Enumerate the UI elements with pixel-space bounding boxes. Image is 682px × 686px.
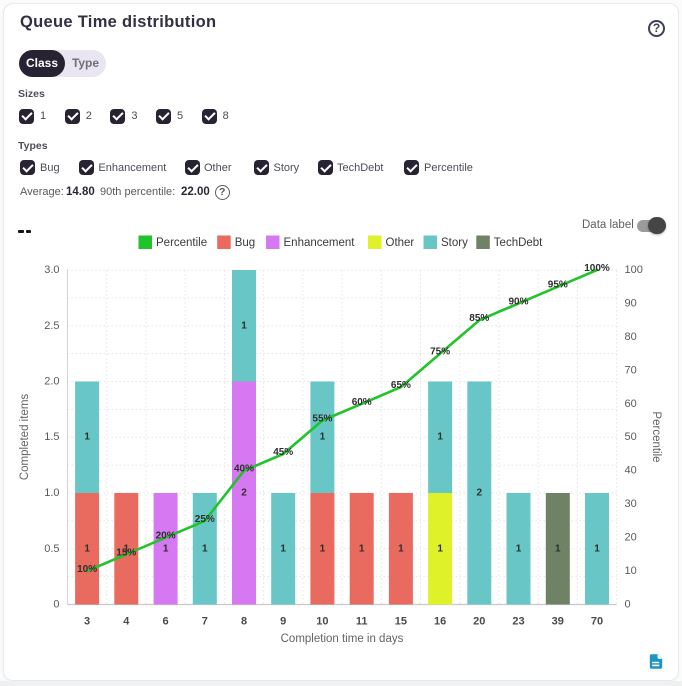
svg-text:70: 70 (591, 616, 603, 628)
svg-text:8: 8 (241, 616, 247, 628)
svg-text:Percentile: Percentile (650, 411, 662, 462)
svg-text:1: 1 (398, 543, 404, 554)
svg-text:60: 60 (625, 398, 637, 410)
svg-text:1.0: 1.0 (44, 487, 59, 499)
svg-text:55%: 55% (312, 414, 332, 425)
svg-text:Bug: Bug (235, 237, 255, 249)
svg-text:1: 1 (84, 543, 90, 554)
svg-text:2: 2 (241, 488, 247, 499)
svg-text:0.5: 0.5 (44, 543, 59, 555)
svg-text:0: 0 (53, 599, 59, 611)
svg-text:1: 1 (163, 543, 169, 554)
svg-text:39: 39 (552, 616, 564, 628)
svg-text:100: 100 (625, 264, 643, 276)
svg-text:95%: 95% (548, 280, 568, 291)
svg-text:1: 1 (320, 543, 326, 554)
svg-text:20: 20 (625, 532, 637, 544)
svg-text:6: 6 (163, 616, 169, 628)
svg-text:Enhancement: Enhancement (284, 237, 356, 249)
svg-text:60%: 60% (352, 397, 372, 408)
svg-text:Percentile: Percentile (156, 237, 207, 249)
svg-text:1: 1 (202, 543, 208, 554)
svg-text:25%: 25% (195, 514, 215, 525)
svg-text:90: 90 (625, 297, 637, 309)
svg-text:Other: Other (386, 237, 415, 249)
svg-text:15%: 15% (116, 547, 136, 558)
svg-text:1: 1 (555, 543, 561, 554)
svg-text:1: 1 (437, 432, 443, 443)
svg-text:1: 1 (437, 543, 443, 554)
svg-text:50: 50 (625, 431, 637, 443)
svg-text:90%: 90% (508, 296, 528, 307)
svg-text:1: 1 (84, 432, 90, 443)
svg-text:9: 9 (280, 616, 286, 628)
svg-text:3.0: 3.0 (44, 264, 59, 276)
svg-text:2.5: 2.5 (44, 320, 59, 332)
svg-text:16: 16 (434, 616, 446, 628)
svg-text:Completion time in days: Completion time in days (281, 633, 404, 645)
svg-text:0: 0 (625, 599, 631, 611)
svg-text:1: 1 (359, 543, 365, 554)
svg-text:1: 1 (516, 543, 522, 554)
svg-text:7: 7 (202, 616, 208, 628)
svg-text:10: 10 (316, 616, 328, 628)
svg-text:75%: 75% (430, 347, 450, 358)
svg-text:15: 15 (395, 616, 407, 628)
svg-text:70: 70 (625, 364, 637, 376)
svg-text:1: 1 (594, 543, 600, 554)
svg-text:45%: 45% (273, 447, 293, 458)
svg-text:11: 11 (356, 616, 368, 628)
svg-text:Story: Story (441, 237, 468, 249)
svg-text:TechDebt: TechDebt (494, 237, 543, 249)
svg-text:1: 1 (320, 432, 326, 443)
svg-text:20: 20 (473, 616, 485, 628)
svg-text:Completed items: Completed items (19, 394, 31, 481)
svg-text:65%: 65% (391, 380, 411, 391)
svg-text:23: 23 (512, 616, 524, 628)
svg-text:30: 30 (625, 498, 637, 510)
svg-text:20%: 20% (156, 531, 176, 542)
svg-text:2: 2 (477, 488, 483, 499)
svg-text:40%: 40% (234, 464, 254, 475)
svg-text:1.5: 1.5 (44, 431, 59, 443)
svg-text:2.0: 2.0 (44, 376, 59, 388)
svg-text:10%: 10% (77, 564, 97, 575)
svg-text:3: 3 (84, 616, 90, 628)
svg-text:4: 4 (123, 616, 130, 628)
svg-text:40: 40 (625, 465, 637, 477)
svg-text:1: 1 (280, 543, 286, 554)
svg-text:10: 10 (625, 565, 637, 577)
svg-text:1: 1 (241, 320, 247, 331)
svg-text:85%: 85% (469, 313, 489, 324)
svg-text:1: 1 (124, 543, 130, 554)
svg-text:100%: 100% (584, 263, 610, 274)
svg-text:80: 80 (625, 331, 637, 343)
